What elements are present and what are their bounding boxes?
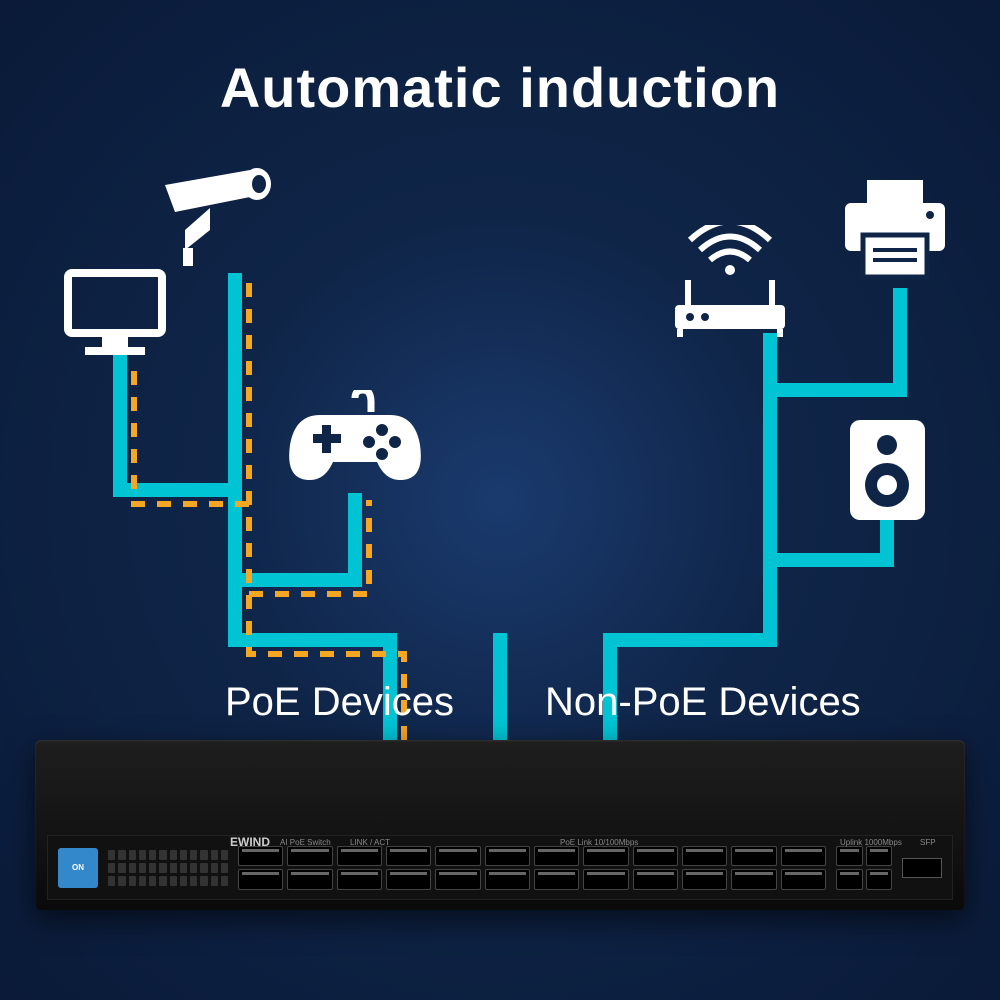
switch-model-label: AI PoE Switch bbox=[280, 838, 331, 847]
switch-front-panel: ON bbox=[47, 835, 953, 900]
sfp-slot bbox=[902, 858, 942, 878]
led-indicators bbox=[108, 850, 228, 886]
printer-icon bbox=[835, 175, 955, 285]
switch-sfp-label: SFP bbox=[920, 838, 936, 847]
uplink-ports bbox=[836, 846, 892, 890]
switch-linkact-label: LINK / ACT bbox=[350, 838, 390, 847]
switch-uplink-label: Uplink 1000Mbps bbox=[840, 838, 902, 847]
network-switch: ON bbox=[35, 740, 965, 910]
switch-brand-label: EWIND bbox=[230, 835, 270, 849]
nonpoe-devices-label: Non-PoE Devices bbox=[545, 680, 861, 725]
dip-switch: ON bbox=[58, 848, 98, 888]
speaker-icon bbox=[845, 415, 930, 525]
camera-icon bbox=[155, 160, 295, 270]
router-icon bbox=[665, 225, 795, 340]
ethernet-ports bbox=[238, 846, 826, 890]
monitor-icon bbox=[60, 265, 170, 360]
switch-poelink-label: PoE Link 10/100Mbps bbox=[560, 838, 638, 847]
poe-devices-label: PoE Devices bbox=[225, 680, 454, 725]
gamepad-icon bbox=[285, 390, 425, 490]
